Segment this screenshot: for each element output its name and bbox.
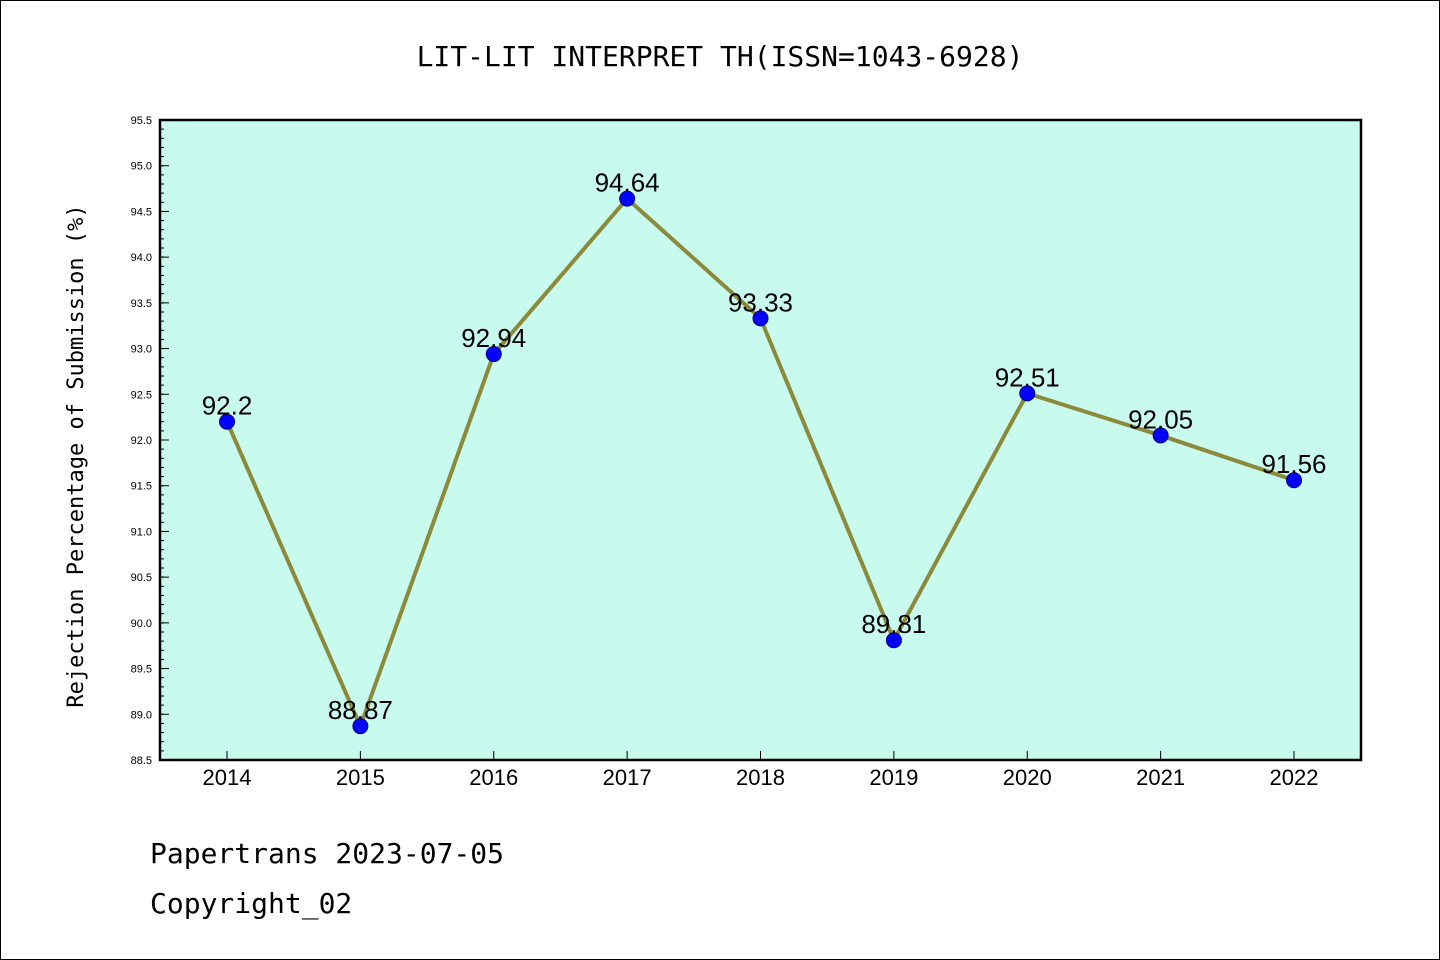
x-tick-label: 2015: [336, 765, 385, 790]
chart-title: LIT-LIT INTERPRET TH(ISSN=1043-6928): [417, 40, 1024, 73]
data-label: 92.51: [995, 362, 1060, 392]
x-tick-label: 2019: [869, 765, 918, 790]
x-tick-label: 2021: [1136, 765, 1185, 790]
data-label: 91.56: [1261, 449, 1326, 479]
x-tick-label: 2022: [1270, 765, 1319, 790]
y-tick-label: 91.5: [131, 481, 152, 493]
data-label: 88.87: [328, 695, 393, 725]
y-tick-label: 89.5: [131, 664, 152, 676]
x-tick-label: 2020: [1003, 765, 1052, 790]
data-label: 93.33: [728, 287, 793, 317]
y-tick-label: 93.5: [131, 298, 152, 310]
y-tick-label: 93.0: [131, 344, 152, 356]
data-label: 92.05: [1128, 404, 1193, 434]
series-markers: [219, 190, 1302, 735]
data-label: 92.94: [461, 323, 526, 353]
y-tick-label: 88.5: [131, 755, 152, 767]
data-point: [619, 190, 636, 207]
y-tick-label: 90.0: [131, 618, 152, 630]
footer-date: Papertrans 2023-07-05: [150, 837, 504, 870]
data-labels: 92.2 88.87 92.94 94.64 93.33 89.81 92.51 92.05 9…: [202, 168, 1327, 726]
x-tick-label: 2017: [603, 765, 652, 790]
data-label: 89.81: [861, 609, 926, 639]
data-label: 92.2: [202, 391, 253, 421]
plot-border: [158, 118, 1363, 762]
data-point: [352, 718, 369, 735]
y-axis-label: Rejection Percentage of Submission (%): [64, 204, 89, 707]
data-point: [752, 310, 769, 327]
y-tick-label: 89.0: [131, 709, 152, 721]
data-point: [219, 413, 235, 430]
data-label: 94.64: [595, 168, 660, 198]
axis-ticks: 88.5 89.0 89.5 90.0 90.5 91.0 91.5 92.0 92.5 93.0…: [131, 115, 1319, 790]
y-tick-label: 95.5: [131, 115, 152, 127]
y-tick-label: 92.0: [131, 435, 152, 447]
data-point: [1286, 472, 1302, 489]
data-point: [485, 346, 502, 363]
plot-area: [160, 120, 1361, 760]
data-point: [1019, 385, 1036, 402]
x-tick-label: 2014: [203, 765, 252, 790]
y-tick-label: 90.5: [131, 572, 152, 584]
y-tick-label: 91.0: [131, 526, 152, 538]
data-point: [885, 632, 902, 649]
x-tick-label: 2018: [736, 765, 785, 790]
y-tick-label: 94.5: [131, 206, 152, 218]
data-point: [1152, 427, 1169, 444]
y-tick-label: 95.0: [131, 161, 152, 173]
y-tick-label: 94.0: [131, 252, 152, 264]
x-tick-label: 2016: [469, 765, 518, 790]
footer-copyright: Copyright_02: [150, 887, 352, 921]
y-tick-label: 92.5: [131, 389, 152, 401]
